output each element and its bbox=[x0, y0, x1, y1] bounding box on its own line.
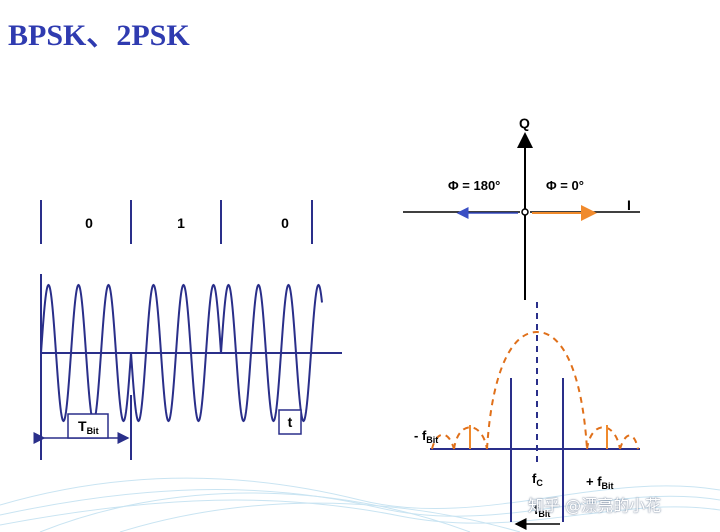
watermark: 知乎 @漂亮的小花 bbox=[528, 496, 662, 515]
bit-dividers bbox=[40, 200, 313, 244]
time-box bbox=[278, 409, 302, 435]
bit-label-2: 0 bbox=[281, 215, 289, 231]
spectrum-lobes bbox=[431, 330, 639, 450]
phase-0-label: Φ = 0° bbox=[546, 178, 584, 193]
background-waves bbox=[0, 477, 720, 532]
pos-fbit-label: + fBit bbox=[586, 474, 614, 491]
neg-fbit-label: - fBit bbox=[414, 428, 438, 445]
slide-title: BPSK、2PSK bbox=[8, 19, 190, 52]
fc-label: fC bbox=[532, 471, 543, 488]
bpsk-waveform bbox=[40, 283, 323, 423]
tbit-label: TBit bbox=[78, 418, 99, 436]
bit-label-1: 1 bbox=[177, 215, 185, 231]
tbit-box bbox=[67, 413, 109, 439]
spectrum-spikes bbox=[469, 425, 608, 449]
time-label: t bbox=[288, 414, 293, 430]
i-axis-label: I bbox=[627, 197, 631, 213]
phase-180-label: Φ = 180° bbox=[448, 178, 500, 193]
width-fbit-label: fBit bbox=[534, 502, 550, 519]
bit-label-0: 0 bbox=[85, 215, 93, 231]
origin-point bbox=[521, 208, 529, 216]
q-axis-label: Q bbox=[519, 115, 530, 131]
